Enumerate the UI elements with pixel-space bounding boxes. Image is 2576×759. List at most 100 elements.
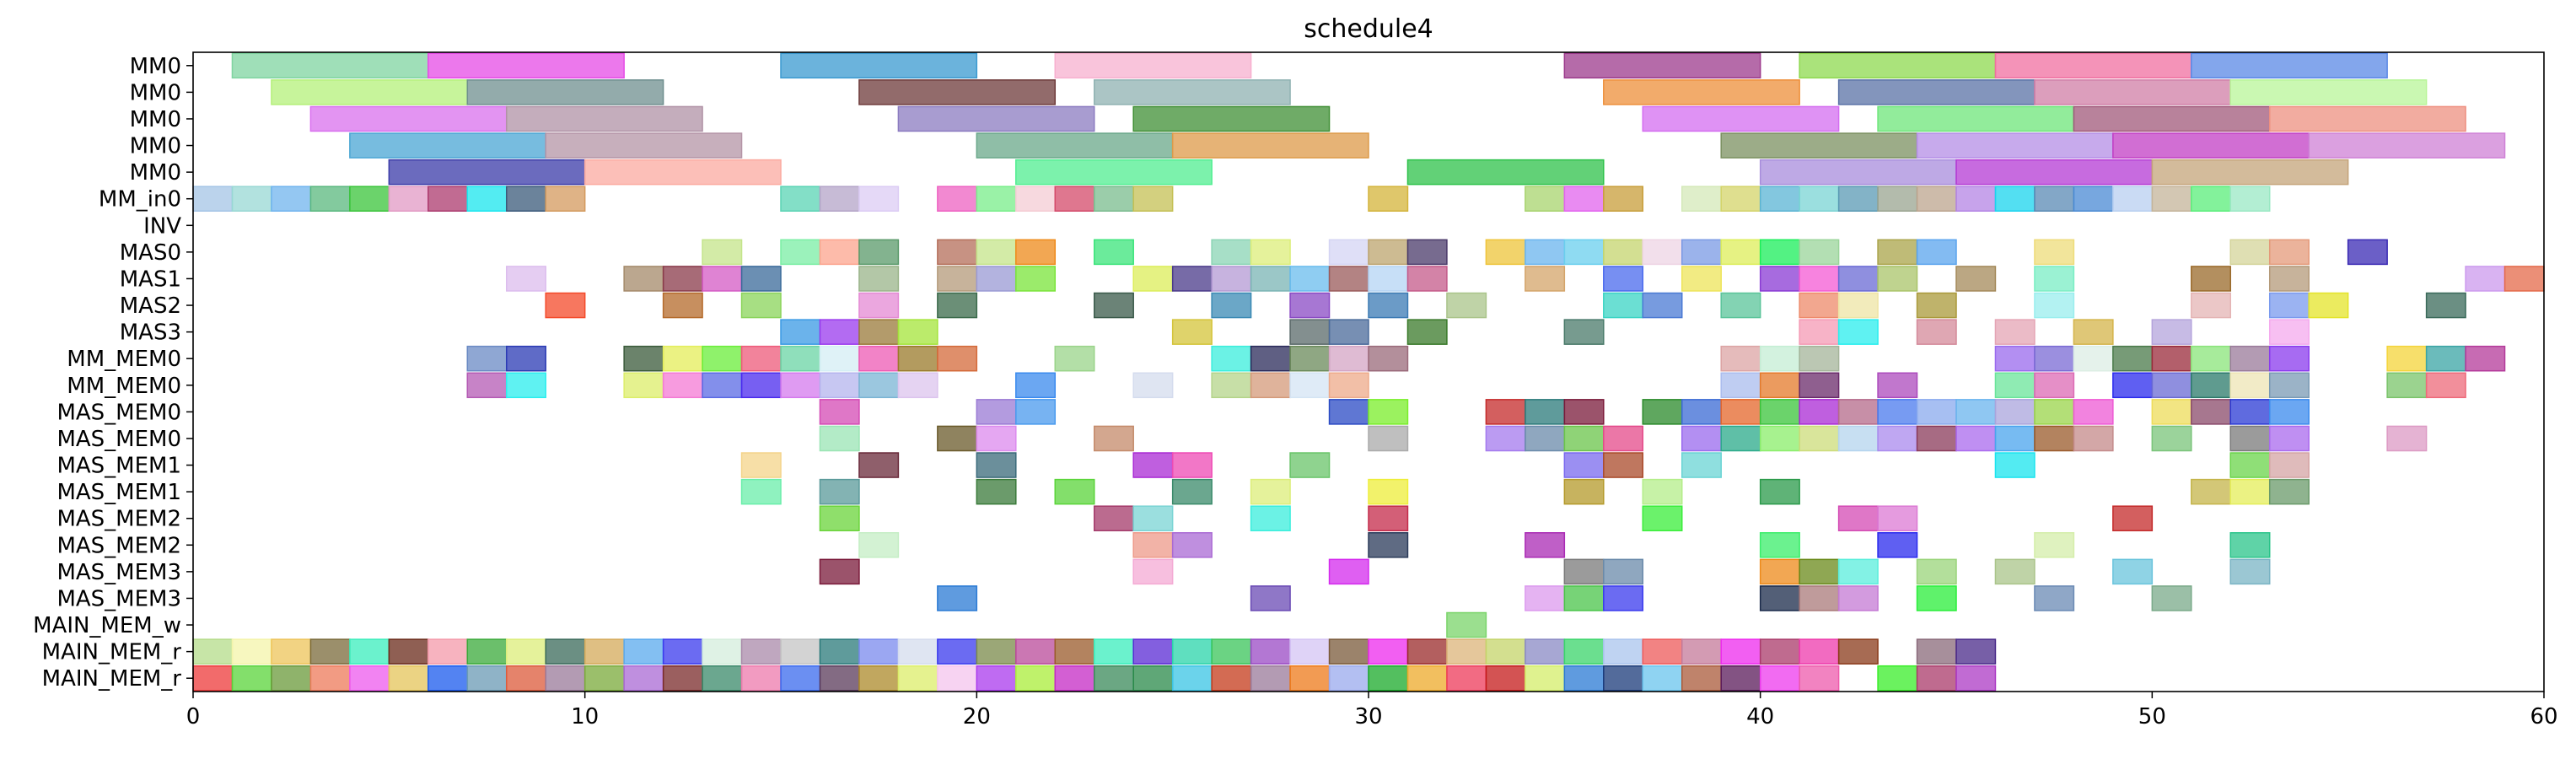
task-bar [819, 505, 860, 531]
task-bar [1681, 186, 1722, 212]
task-bar [1799, 319, 1840, 345]
task-bar [1759, 239, 1800, 266]
task-bar [2151, 372, 2192, 399]
task-bar [2425, 345, 2466, 372]
task-bar [1406, 665, 1448, 692]
task-bar [1994, 52, 2192, 79]
task-bar [2465, 266, 2506, 292]
task-bar [2229, 478, 2271, 505]
task-bar [1132, 105, 1331, 132]
task-bar [1368, 478, 1409, 505]
task-bar [976, 186, 1017, 212]
task-bar [388, 638, 429, 665]
task-bar [1955, 665, 1997, 692]
task-bar [1015, 665, 1057, 692]
x-tick-label: 40 [1746, 704, 1774, 729]
task-bar [976, 399, 1017, 425]
task-bar [2386, 345, 2428, 372]
task-bar [1368, 505, 1409, 531]
task-bar [1328, 266, 1369, 292]
task-bar [388, 159, 586, 186]
task-bar [1368, 532, 1409, 558]
task-bar [2229, 239, 2271, 266]
task-bar [937, 638, 978, 665]
task-bar [1877, 105, 2075, 132]
task-bar [2268, 425, 2310, 452]
task-bar [2191, 266, 2232, 292]
task-bar [1171, 266, 1213, 292]
task-bar [1525, 665, 1566, 692]
task-bar [1093, 665, 1134, 692]
task-bar [780, 665, 821, 692]
task-bar [1994, 399, 2036, 425]
task-bar [780, 345, 821, 372]
task-bar [1132, 372, 1174, 399]
task-bar [2268, 105, 2466, 132]
task-bar [1211, 372, 1252, 399]
task-bar [623, 638, 664, 665]
task-bar [466, 665, 508, 692]
task-bar [2191, 345, 2232, 372]
task-bar [2229, 558, 2271, 585]
task-bar [897, 345, 938, 372]
task-bar [2151, 159, 2349, 186]
task-bar [505, 186, 546, 212]
task-bar [858, 452, 900, 478]
task-bar [1603, 585, 1644, 611]
task-bar [1015, 266, 1057, 292]
task-bar [1759, 665, 1800, 692]
task-bar [1132, 558, 1174, 585]
task-bar [2191, 186, 2232, 212]
task-bar [858, 239, 900, 266]
task-bar [1720, 399, 1761, 425]
task-bar [897, 105, 1095, 132]
task-bar [1877, 266, 1918, 292]
task-bar [702, 239, 743, 266]
x-tick-label: 0 [186, 704, 201, 729]
task-bar [2073, 319, 2114, 345]
task-bar [2034, 425, 2075, 452]
task-bar [1563, 425, 1605, 452]
task-bar [1720, 638, 1761, 665]
task-bar [1799, 665, 1840, 692]
task-bar [1955, 399, 1997, 425]
task-bar [1525, 399, 1566, 425]
task-bar [545, 132, 743, 159]
task-bar [1759, 399, 1800, 425]
task-bar [1525, 638, 1566, 665]
task-bar [2034, 186, 2075, 212]
task-bar [2268, 345, 2310, 372]
task-bar [192, 186, 234, 212]
task-bar [858, 186, 900, 212]
task-bar [1799, 292, 1840, 319]
task-bar [1171, 319, 1213, 345]
task-bar [1916, 319, 1957, 345]
task-bar [1916, 425, 1957, 452]
task-bar [2191, 292, 2232, 319]
task-bar [2034, 266, 2075, 292]
task-bar [1799, 638, 1840, 665]
task-bar [1132, 532, 1174, 558]
task-bar [1837, 558, 1879, 585]
y-tick-label: MAS0 [120, 240, 181, 266]
task-bar [1603, 425, 1644, 452]
task-bar [1916, 558, 1957, 585]
task-bar [623, 266, 664, 292]
task-bar [740, 345, 782, 372]
task-bar [309, 105, 508, 132]
task-bar [1446, 638, 1487, 665]
task-bar [2465, 345, 2506, 372]
task-bar [2073, 186, 2114, 212]
task-bar [1525, 266, 1566, 292]
task-bar [388, 186, 429, 212]
task-bar [740, 266, 782, 292]
task-bar [976, 239, 1017, 266]
task-bar [309, 638, 351, 665]
task-bar [1759, 425, 1800, 452]
task-bar [2151, 399, 2192, 425]
task-bar [1603, 239, 1644, 266]
task-bar [1250, 478, 1291, 505]
task-bar [1955, 638, 1997, 665]
task-bar [1406, 319, 1448, 345]
task-bar [1603, 186, 1644, 212]
